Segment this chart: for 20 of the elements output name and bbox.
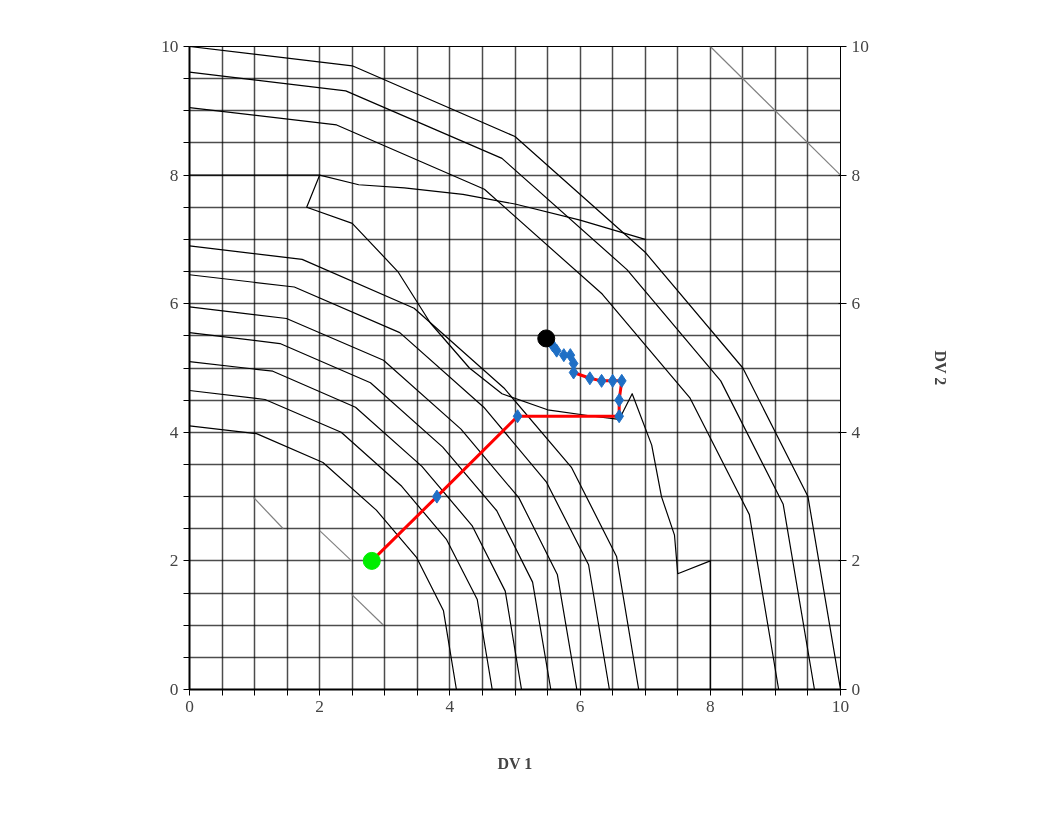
y-tick-label: 8 xyxy=(169,165,179,185)
x-tick-label: 2 xyxy=(315,696,325,716)
x-axis-title: DV 1 xyxy=(497,754,533,772)
y2-tick-label: 2 xyxy=(851,551,861,571)
y2-tick-label: 8 xyxy=(851,165,861,185)
x-tick-label: 4 xyxy=(445,696,455,716)
x-tick-label: 6 xyxy=(575,696,585,716)
y-tick-label: 0 xyxy=(169,680,179,699)
y-tick-label: 6 xyxy=(169,294,179,314)
x-tick-label: 8 xyxy=(705,696,715,716)
y-tick-label: 2 xyxy=(169,551,179,571)
x-tick-label: 0 xyxy=(185,696,194,716)
x-tick-label: 10 xyxy=(831,696,850,716)
y2-tick-label: 10 xyxy=(851,37,869,56)
y-tick-label: 4 xyxy=(169,422,179,442)
y-tick-label: 10 xyxy=(161,37,179,56)
y2-tick-label: 4 xyxy=(851,422,861,442)
y2-tick-label: 6 xyxy=(851,294,861,314)
y2-axis-title: DV 2 xyxy=(931,350,949,386)
y2-tick-label: 0 xyxy=(851,680,861,699)
